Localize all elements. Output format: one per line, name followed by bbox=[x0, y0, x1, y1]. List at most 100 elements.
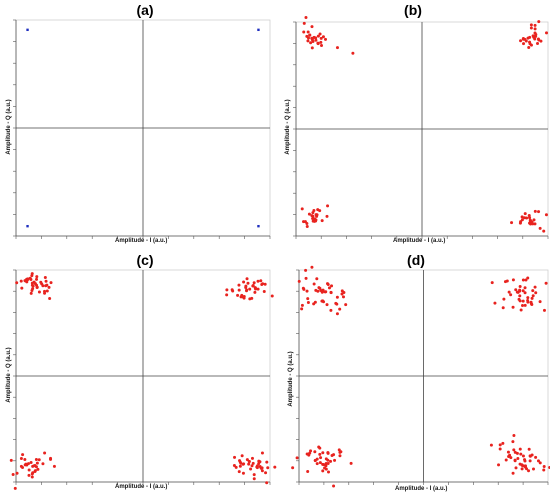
constellation-point bbox=[309, 41, 313, 45]
constellation-point bbox=[324, 464, 328, 468]
constellation-point bbox=[526, 296, 530, 300]
y-axis-label: Amplitude - Q (a.u.) bbox=[285, 99, 291, 155]
constellation-point bbox=[301, 286, 305, 290]
scatter-plot-b bbox=[293, 15, 549, 239]
constellation-point bbox=[507, 455, 511, 459]
constellation-point bbox=[493, 301, 497, 305]
constellation-point bbox=[32, 464, 36, 468]
x-axis-label: Amplitude - I (a.u.) bbox=[393, 238, 446, 244]
constellation-point bbox=[531, 294, 535, 298]
constellation-point bbox=[509, 456, 513, 460]
constellation-point bbox=[341, 295, 345, 299]
constellation-point bbox=[318, 209, 322, 213]
constellation-point bbox=[41, 462, 45, 466]
constellation-point bbox=[539, 39, 543, 43]
constellation-point bbox=[323, 290, 327, 294]
constellation-point bbox=[316, 42, 320, 46]
constellation-point bbox=[45, 283, 49, 287]
y-axis-label: Amplitude - Q (a.u.) bbox=[288, 351, 294, 407]
constellation-point bbox=[306, 297, 310, 301]
constellation-point bbox=[520, 467, 524, 471]
constellation-point bbox=[247, 462, 251, 466]
constellation-point bbox=[498, 443, 502, 447]
constellation-point bbox=[30, 288, 34, 292]
constellation-point bbox=[511, 440, 515, 444]
constellation-point bbox=[533, 285, 537, 289]
constellation-point bbox=[225, 288, 229, 292]
constellation-point bbox=[310, 25, 314, 29]
constellation-point bbox=[305, 34, 309, 38]
constellation-point bbox=[511, 305, 515, 309]
constellation-point bbox=[533, 23, 537, 27]
constellation-point bbox=[30, 272, 34, 276]
constellation-point bbox=[315, 457, 319, 461]
constellation-point bbox=[530, 220, 534, 224]
constellation-point bbox=[518, 294, 522, 298]
constellation-point bbox=[45, 289, 49, 293]
constellation-point bbox=[326, 283, 330, 287]
constellation-point bbox=[533, 222, 537, 226]
constellation-point bbox=[237, 470, 241, 474]
constellation-point bbox=[522, 216, 526, 220]
constellation-point bbox=[266, 466, 270, 470]
constellation-point bbox=[512, 448, 516, 452]
constellation-point bbox=[249, 467, 253, 471]
constellation-point bbox=[245, 458, 249, 462]
constellation-point bbox=[30, 472, 34, 476]
constellation-point bbox=[501, 306, 505, 310]
constellation-point bbox=[523, 459, 527, 463]
constellation-point bbox=[48, 297, 52, 301]
constellation-point bbox=[257, 224, 260, 228]
constellation-point bbox=[225, 293, 229, 297]
constellation-point bbox=[332, 484, 336, 488]
constellation-point bbox=[15, 281, 19, 285]
constellation-point bbox=[265, 460, 269, 464]
constellation-point bbox=[295, 456, 299, 460]
constellation-point bbox=[327, 470, 331, 474]
constellation-point bbox=[314, 38, 318, 42]
constellation-point bbox=[528, 454, 532, 458]
constellation-point bbox=[536, 459, 540, 463]
constellation-point bbox=[256, 287, 260, 291]
constellation-point bbox=[520, 215, 524, 219]
constellation-point bbox=[27, 473, 31, 477]
constellation-point bbox=[527, 469, 531, 473]
constellation-point bbox=[300, 303, 304, 307]
constellation-point bbox=[544, 281, 548, 285]
constellation-point bbox=[536, 37, 540, 41]
constellation-point bbox=[306, 30, 310, 34]
constellation-point bbox=[326, 204, 330, 208]
constellation-point bbox=[529, 26, 533, 30]
constellation-point bbox=[513, 458, 517, 462]
constellation-point bbox=[497, 463, 501, 467]
constellation-point bbox=[314, 218, 318, 222]
constellation-point bbox=[248, 287, 252, 291]
constellation-point bbox=[528, 459, 532, 463]
y-axis-label: Amplitude - Q (a.u.) bbox=[6, 347, 12, 403]
constellation-point bbox=[258, 465, 262, 469]
constellation-point bbox=[259, 279, 263, 283]
constellation-point bbox=[244, 286, 248, 290]
panel-title: (b) bbox=[404, 2, 422, 18]
constellation-point bbox=[511, 278, 515, 282]
constellation-point bbox=[264, 471, 268, 475]
constellation-point bbox=[325, 214, 329, 218]
constellation-point bbox=[255, 466, 259, 470]
constellation-point bbox=[527, 447, 531, 451]
constellation-point bbox=[528, 216, 532, 220]
constellation-point bbox=[501, 441, 505, 445]
constellation-point bbox=[542, 229, 546, 233]
constellation-point bbox=[36, 467, 40, 471]
constellation-point bbox=[318, 32, 322, 36]
constellation-point bbox=[519, 39, 523, 43]
constellation-point bbox=[313, 300, 317, 304]
constellation-point bbox=[311, 214, 315, 218]
constellation-point bbox=[544, 31, 548, 35]
constellation-point bbox=[35, 277, 39, 281]
constellation-point bbox=[318, 286, 322, 290]
constellation-point bbox=[20, 286, 24, 290]
constellation-point bbox=[233, 455, 237, 459]
constellation-point bbox=[521, 299, 525, 303]
constellation-point bbox=[291, 466, 295, 470]
constellation-point bbox=[318, 461, 322, 465]
